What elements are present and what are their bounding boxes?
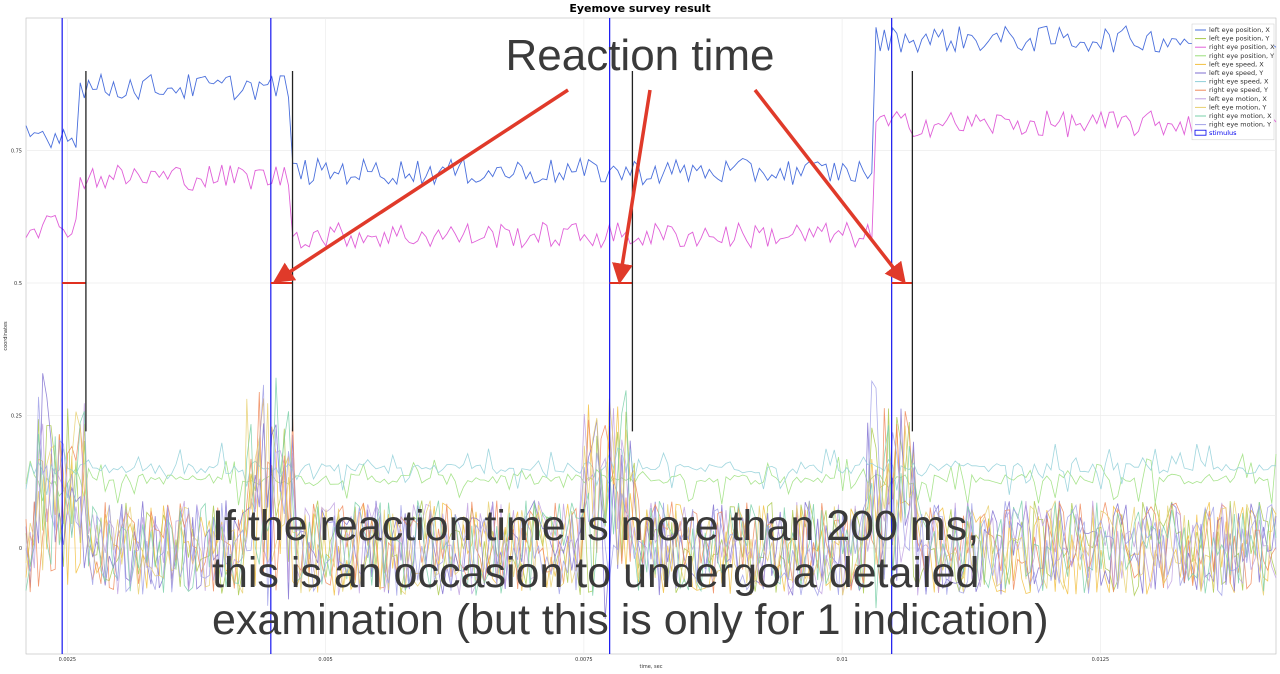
series-line-8 [25,403,1277,596]
series-line-3 [25,452,1277,506]
x-tick-label: 0.01 [837,657,848,663]
legend-label: right eye motion, X [1209,112,1272,120]
y-axis-label: coordinates [3,321,9,351]
legend-label: left eye motion, X [1209,95,1267,103]
legend-label: left eye position, X [1209,26,1270,34]
series-line-7 [25,391,1277,594]
x-tick-label: 0.0025 [59,657,77,663]
legend-label: left eye motion, Y [1209,103,1266,111]
note-line: examination (but this is only for 1 indi… [212,596,1049,644]
y-tick-label: 0.5 [14,281,22,287]
legend-label: stimulus [1209,129,1237,137]
legend-swatch [1194,129,1207,136]
x-tick-label: 0.005 [318,657,332,663]
y-tick-label: 0 [19,546,22,552]
legend-label: left eye position, Y [1209,35,1269,43]
annotation-arrow [753,88,906,284]
legend-label: left eye speed, X [1209,60,1264,68]
x-tick-label: 0.0125 [1092,657,1110,663]
series-line-11 [25,379,1277,606]
x-axis-label: time, sec [640,664,663,670]
x-tick-label: 0.0075 [575,657,593,663]
legend-label: right eye speed, X [1209,78,1269,86]
series-line-0 [25,25,1277,186]
legend-label: right eye position, X [1209,43,1275,51]
series-line-10 [25,377,1277,609]
legend-label: right eye position, Y [1209,52,1274,60]
legend-label: left eye speed, Y [1209,69,1263,77]
series-line-9 [25,398,1277,596]
legend-label: right eye motion, Y [1209,121,1271,129]
reaction-time-label: Reaction time [505,31,774,80]
annotation-arrow [272,88,569,283]
note-line: If the reaction time is more than 200 ms… [212,502,979,550]
annotation-arrow [612,89,652,285]
y-tick-label: 0.75 [11,149,22,155]
y-tick-label: 0.25 [11,414,22,420]
series-line-2 [25,110,1277,250]
chart-title: Eyemove survey result [569,2,710,15]
note-line: this is an occasion to undergo a detaile… [212,549,979,597]
legend-label: right eye speed, Y [1209,86,1268,94]
series-line-6 [25,442,1277,495]
